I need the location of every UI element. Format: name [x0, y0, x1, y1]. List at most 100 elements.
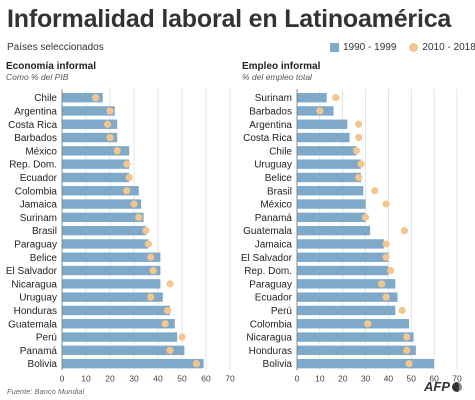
- dot-2010-surinam: [135, 213, 143, 221]
- bar-1990-honduras: [62, 305, 170, 316]
- bar-1990-ecuador: [62, 172, 130, 183]
- bar-1990-barbados: [62, 132, 118, 143]
- category-label-chile: Chile: [34, 93, 57, 104]
- dot-2010-panama: [166, 346, 174, 354]
- bar-1990-surinam: [297, 92, 327, 103]
- x-tick-label: 60: [201, 373, 211, 383]
- category-label-rep-dom: Rep. Dom.: [9, 160, 57, 171]
- dot-2010-peru: [178, 333, 186, 341]
- dot-2010-peru: [398, 306, 406, 315]
- dot-2010-rep-dom: [123, 160, 131, 168]
- dot-2010-mexico: [382, 200, 390, 208]
- category-label-costa-rica: Costa Rica: [8, 120, 57, 131]
- dot-2010-costa-rica: [355, 133, 363, 142]
- bar-1990-ecuador: [297, 292, 398, 302]
- category-label-el-salvador: El Salvador: [241, 253, 293, 264]
- panel-title: Empleo informal: [242, 61, 321, 72]
- panel-subtitle: Como % del PIB: [6, 72, 69, 82]
- bar-1990-chile: [297, 146, 357, 156]
- dot-2010-argentina: [355, 120, 363, 128]
- category-label-honduras: Honduras: [249, 346, 292, 357]
- category-label-belice: Belice: [30, 253, 58, 264]
- bar-1990-argentina: [297, 119, 348, 129]
- bar-1990-brasil: [297, 186, 364, 196]
- dot-2010-surinam: [332, 94, 340, 102]
- bar-1990-belice: [297, 172, 361, 183]
- bar-1990-peru: [62, 332, 178, 342]
- legend-label-2010: 2010 - 2018: [422, 42, 475, 53]
- category-label-guatemala: Guatemala: [8, 319, 57, 330]
- category-label-panama: Panamá: [255, 213, 293, 224]
- category-label-panama: Panamá: [20, 346, 58, 357]
- empleo-informal-chart: Empleo informal% del empleo total 0 10 20 30…: [241, 61, 462, 383]
- bar-1990-colombia: [62, 186, 139, 196]
- bar-1990-barbados: [297, 106, 334, 116]
- legend-label-1990: 1990 - 1999: [343, 42, 397, 53]
- chart-title: Informalidad laboral en Latinoamérica: [7, 5, 452, 33]
- dot-2010-barbados: [316, 107, 324, 115]
- category-label-bolivia: Bolivia: [263, 359, 293, 370]
- category-label-peru: Perú: [271, 306, 292, 317]
- category-label-peru: Perú: [36, 333, 57, 344]
- category-label-nicaragua: Nicaragua: [246, 333, 292, 344]
- dot-2010-colombia: [123, 187, 131, 195]
- bar-1990-argentina: [62, 106, 115, 116]
- category-label-nicaragua: Nicaragua: [11, 279, 57, 290]
- bar-1990-bolivia: [297, 358, 435, 369]
- x-tick-label: 40: [384, 373, 394, 383]
- bar-1990-surinam: [62, 212, 144, 223]
- dot-2010-jamaica: [382, 240, 390, 248]
- dot-2010-bolivia: [192, 360, 200, 368]
- afp-logo-text: AFP: [424, 379, 450, 394]
- category-label-el-salvador: El Salvador: [6, 266, 58, 277]
- dot-2010-argentina: [106, 107, 114, 115]
- category-label-ecuador: Ecuador: [255, 293, 293, 304]
- bar-1990-brasil: [62, 225, 146, 236]
- x-tick-label: 10: [315, 373, 325, 383]
- category-label-costa-rica: Costa Rica: [243, 133, 292, 144]
- category-label-barbados: Barbados: [14, 133, 57, 144]
- category-label-chile: Chile: [269, 146, 292, 157]
- category-label-ecuador: Ecuador: [20, 173, 58, 184]
- x-tick-label: 50: [177, 373, 187, 383]
- category-label-brasil: Brasil: [267, 186, 292, 197]
- category-label-belice: Belice: [265, 173, 293, 184]
- category-label-surinam: Surinam: [255, 93, 292, 104]
- bar-1990-guatemala: [62, 319, 175, 329]
- dot-2010-guatemala: [161, 320, 169, 328]
- x-tick-label: 70: [452, 373, 462, 383]
- bar-1990-paraguay: [297, 279, 396, 289]
- dot-2010-uruguay: [357, 160, 365, 168]
- bar-1990-jamaica: [297, 239, 384, 249]
- category-label-paraguay: Paraguay: [14, 239, 57, 250]
- dot-2010-el-salvador: [149, 266, 157, 275]
- dot-2010-belice: [147, 253, 155, 261]
- dot-2010-nicaragua: [403, 333, 411, 341]
- bar-1990-bolivia: [62, 358, 204, 369]
- dot-2010-honduras: [403, 346, 411, 354]
- afp-logo-mark: [452, 381, 462, 392]
- dot-2010-colombia: [364, 320, 372, 328]
- bar-1990-costa-rica: [297, 132, 350, 143]
- legend-swatch-bar: [330, 43, 339, 52]
- dot-2010-uruguay: [147, 293, 155, 301]
- bar-1990-el-salvador: [62, 265, 161, 276]
- x-tick-label: 50: [407, 373, 417, 383]
- bar-1990-colombia: [297, 319, 409, 329]
- category-label-mexico: México: [260, 200, 292, 211]
- x-tick-label: 70: [225, 373, 235, 383]
- x-tick-label: 30: [129, 373, 139, 383]
- afp-logo: AFP: [424, 379, 462, 394]
- bar-1990-belice: [62, 252, 161, 262]
- bar-1990-guatemala: [297, 225, 371, 236]
- dot-2010-ecuador: [125, 173, 133, 182]
- x-tick-label: 30: [361, 373, 371, 383]
- bar-1990-uruguay: [297, 159, 361, 169]
- dot-2010-nicaragua: [166, 280, 174, 288]
- bar-1990-panama: [62, 345, 185, 356]
- bar-1990-rep-dom: [62, 159, 130, 169]
- bar-1990-el-salvador: [297, 252, 389, 262]
- panel-title: Economía informal: [6, 61, 96, 72]
- category-label-colombia: Colombia: [15, 186, 58, 197]
- x-tick-label: 20: [338, 373, 348, 383]
